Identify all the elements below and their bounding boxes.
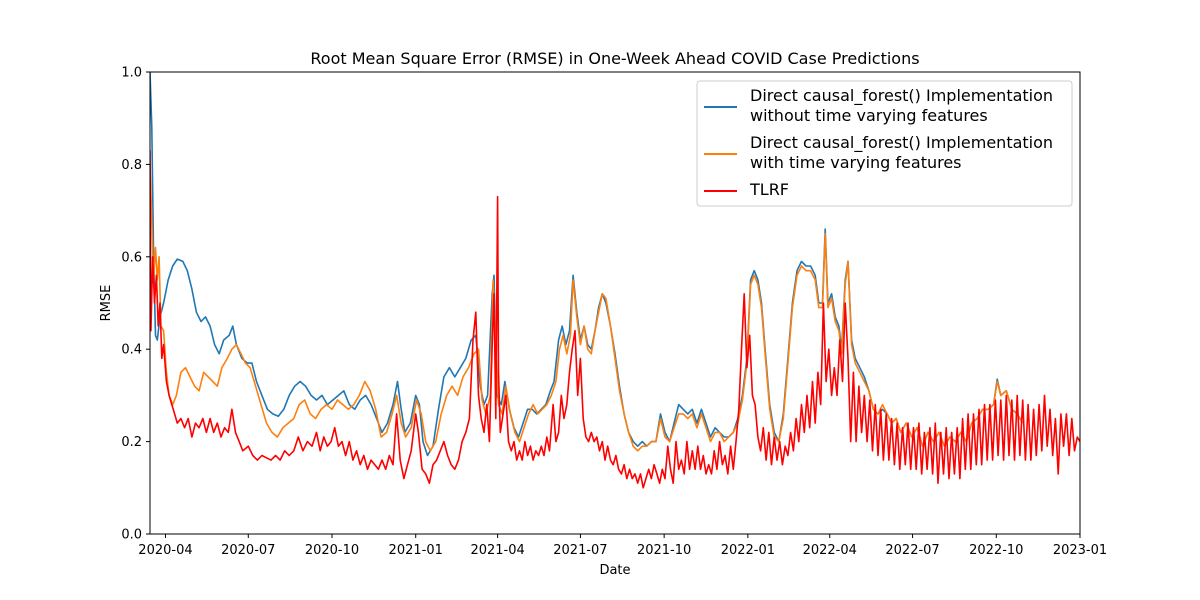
plot-frame xyxy=(149,71,1081,535)
x-tick-label: 2021-04 xyxy=(470,543,524,558)
x-tick-label: 2022-10 xyxy=(969,543,1023,558)
x-tick-label: 2020-10 xyxy=(305,543,359,558)
x-tick-label: 2022-04 xyxy=(803,543,857,558)
series-layer xyxy=(150,72,1080,489)
x-tick-label: 2022-01 xyxy=(721,543,775,558)
y-axis-label: RMSE xyxy=(99,285,114,322)
series-line-1 xyxy=(150,164,1024,452)
y-tick-label: 0.0 xyxy=(121,528,142,543)
x-tick-label: 2021-07 xyxy=(553,543,607,558)
x-axis-label: Date xyxy=(599,563,630,578)
y-tick-label: 0.2 xyxy=(121,435,142,450)
series-line-2 xyxy=(150,150,1080,489)
y-tick-label: 0.8 xyxy=(121,158,142,173)
x-tick-label: 2020-07 xyxy=(221,543,275,558)
y-tick-label: 1.0 xyxy=(121,66,142,81)
x-tick-label: 2022-07 xyxy=(885,543,939,558)
legend-label-1: with time varying features xyxy=(750,153,962,172)
x-tick-label: 2020-04 xyxy=(138,543,192,558)
y-tick-label: 0.4 xyxy=(121,343,142,358)
legend-label-1: Direct causal_forest() Implementation xyxy=(750,133,1053,153)
x-tick-label: 2021-10 xyxy=(637,543,691,558)
legend-box xyxy=(696,80,1073,207)
y-tick-label: 0.6 xyxy=(121,250,142,265)
legend-label-0: Direct causal_forest() Implementation xyxy=(750,86,1053,106)
legend-label-0: without time varying features xyxy=(750,106,988,125)
x-tick-label: 2021-01 xyxy=(389,543,443,558)
series-line-0 xyxy=(150,72,1024,457)
x-tick-label: 2023-01 xyxy=(1053,543,1107,558)
legend-label-2: TLRF xyxy=(749,180,789,199)
chart-title: Root Mean Square Error (RMSE) in One-Wee… xyxy=(310,49,919,68)
legend: Direct causal_forest() Implementationwit… xyxy=(696,80,1073,207)
axes: 2020-04 2020-07 2020-10 2021-01 2021-04 2021-… xyxy=(121,66,1107,559)
